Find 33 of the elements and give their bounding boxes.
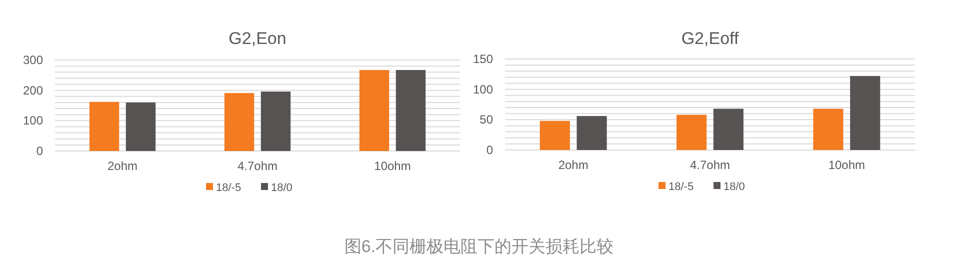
y-tick-label: 100 (22, 114, 44, 128)
chart-title: G2,Eoff (681, 29, 739, 48)
bar (359, 70, 390, 151)
y-tick-label: 300 (22, 53, 44, 67)
legend-label: 18/0 (271, 182, 292, 194)
bar (676, 114, 707, 150)
x-tick-label: 10ohm (374, 159, 411, 173)
bar (850, 76, 880, 150)
legend-label: 18/0 (724, 181, 745, 193)
y-tick-label: 200 (22, 83, 44, 98)
bar (713, 108, 744, 150)
bar (89, 102, 120, 151)
y-tick-label: 0 (486, 143, 494, 157)
x-tick-label: 10ohm (828, 158, 866, 172)
chart-title: G2,Eon (228, 29, 286, 48)
bar (396, 70, 426, 151)
y-tick-label: 0 (36, 144, 44, 158)
y-tick-label: 150 (472, 52, 494, 66)
bar (260, 92, 291, 151)
legend-label: 18/-5 (216, 182, 242, 194)
y-tick-label: 50 (480, 112, 494, 127)
y-tick-label: 100 (472, 82, 494, 96)
x-tick-label: 4.7ohm (690, 158, 730, 172)
bar (540, 120, 570, 150)
bar (813, 108, 844, 150)
bar (576, 116, 607, 150)
x-tick-label: 4.7ohm (237, 159, 278, 173)
legend-label: 18/-5 (668, 181, 694, 193)
caption: 图6.不同栅极电阻下的开关损耗比较 (344, 237, 614, 256)
bar (126, 102, 156, 151)
bar (224, 93, 254, 151)
x-tick-label: 2ohm (558, 158, 588, 172)
x-tick-label: 2ohm (107, 159, 138, 173)
